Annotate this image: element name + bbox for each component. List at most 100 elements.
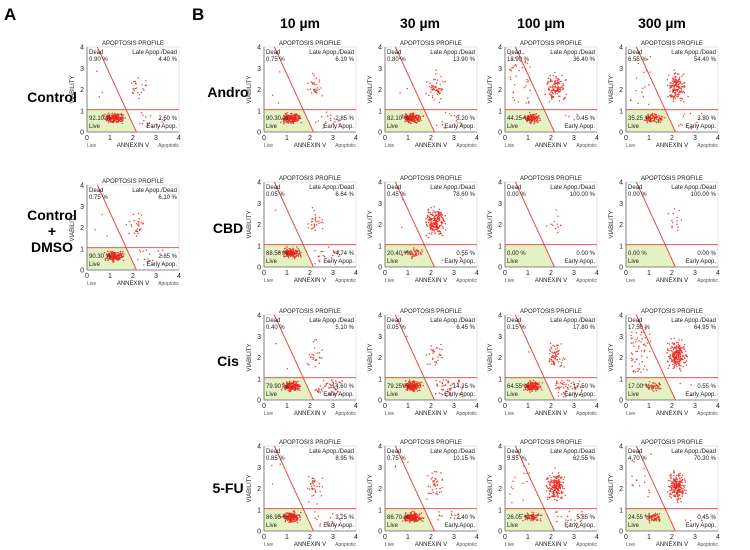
data-point xyxy=(671,219,673,222)
data-point xyxy=(653,519,655,522)
data-point xyxy=(406,119,409,121)
data-point xyxy=(421,249,423,251)
data-point xyxy=(110,252,113,254)
data-point xyxy=(291,514,294,516)
y-tick-label: 4 xyxy=(498,180,502,187)
percent-late-apoptosis: 36.40 % xyxy=(573,57,596,63)
data-point xyxy=(651,514,654,517)
y-tick-label: 1 xyxy=(257,243,261,250)
data-point xyxy=(649,115,652,118)
data-point xyxy=(672,212,675,215)
plot-title: APOPTOSIS PROFILE xyxy=(641,41,703,47)
quadrant-label-dead: Dead xyxy=(628,318,642,324)
data-point xyxy=(679,353,682,356)
data-point xyxy=(566,515,569,518)
data-point xyxy=(293,120,295,123)
data-point xyxy=(288,517,290,520)
data-point xyxy=(428,85,431,88)
data-point xyxy=(675,86,678,88)
data-point xyxy=(111,112,113,114)
data-point xyxy=(509,76,512,78)
x-tick-label: 4 xyxy=(177,135,181,142)
data-point xyxy=(509,493,511,495)
data-point xyxy=(700,112,703,115)
data-point xyxy=(548,360,550,363)
quadrant-label-dead: Dead xyxy=(89,50,103,56)
data-point xyxy=(676,494,679,497)
data-point xyxy=(682,345,685,348)
y-tick-label: 3 xyxy=(378,66,382,73)
data-point xyxy=(555,384,557,387)
data-point xyxy=(657,121,660,124)
data-point xyxy=(645,117,647,119)
data-point xyxy=(637,102,639,105)
y-axis-label: VIABILITY xyxy=(368,474,374,502)
data-point xyxy=(419,384,422,387)
data-point xyxy=(674,487,677,490)
x-tick-label: 0 xyxy=(624,403,628,410)
data-point xyxy=(557,391,560,394)
data-point xyxy=(401,114,404,116)
data-point xyxy=(112,257,115,260)
data-point xyxy=(681,481,684,484)
data-point xyxy=(646,369,648,371)
quadrant-label-live: Live xyxy=(507,392,519,398)
data-point xyxy=(540,514,543,517)
data-point xyxy=(313,485,315,487)
data-point xyxy=(680,500,683,503)
quadrant-label-early-apoptosis: Early Apop. xyxy=(564,523,595,529)
data-point xyxy=(556,347,559,349)
data-point xyxy=(526,480,528,483)
percent-late-apoptosis: 54.40 % xyxy=(694,57,717,63)
data-point xyxy=(280,121,282,124)
percent-late-apoptosis: 62.55 % xyxy=(573,456,596,462)
x-tick-label: 2 xyxy=(429,534,433,541)
data-point xyxy=(552,96,555,99)
percent-late-apoptosis: 6.10 % xyxy=(158,195,177,201)
data-point xyxy=(447,380,449,382)
data-point xyxy=(146,126,148,128)
data-point xyxy=(444,111,447,114)
data-point xyxy=(410,254,412,256)
data-point xyxy=(121,120,123,122)
x-axis-label: ANNEXIN V xyxy=(294,143,326,149)
data-point xyxy=(444,229,447,231)
data-point xyxy=(426,498,428,500)
data-point xyxy=(551,86,554,89)
data-point xyxy=(435,362,438,364)
data-point xyxy=(408,518,411,520)
y-axis-label: VIABILITY xyxy=(247,210,253,238)
data-point xyxy=(320,115,323,118)
data-point xyxy=(322,127,325,129)
x-tick-label: 1 xyxy=(285,270,289,277)
data-point xyxy=(533,515,535,517)
data-point xyxy=(561,74,563,77)
data-point xyxy=(630,334,632,337)
data-point xyxy=(672,354,675,357)
data-point xyxy=(532,387,534,389)
data-point xyxy=(279,463,281,465)
data-point xyxy=(539,385,541,387)
data-point xyxy=(417,114,419,117)
data-point xyxy=(112,259,115,262)
data-point xyxy=(557,491,559,493)
data-point xyxy=(438,218,440,221)
data-point xyxy=(554,93,557,95)
data-point xyxy=(294,250,297,252)
data-point xyxy=(643,119,646,121)
x-tick-label: 1 xyxy=(108,135,112,142)
quadrant-label-late-apoptosis: Late Apop./Dead xyxy=(671,449,716,455)
data-point xyxy=(552,344,554,347)
data-point xyxy=(399,92,401,94)
data-point xyxy=(422,384,424,387)
data-point xyxy=(430,348,432,351)
control-dmso-label-line1: Control xyxy=(27,207,77,223)
data-point xyxy=(443,127,445,129)
data-point xyxy=(438,392,441,394)
x-tick-label: 4 xyxy=(475,403,479,410)
y-tick-label: 2 xyxy=(498,87,502,94)
data-point xyxy=(441,259,444,261)
data-point xyxy=(560,515,563,518)
data-point xyxy=(689,519,692,522)
data-point xyxy=(433,206,436,208)
